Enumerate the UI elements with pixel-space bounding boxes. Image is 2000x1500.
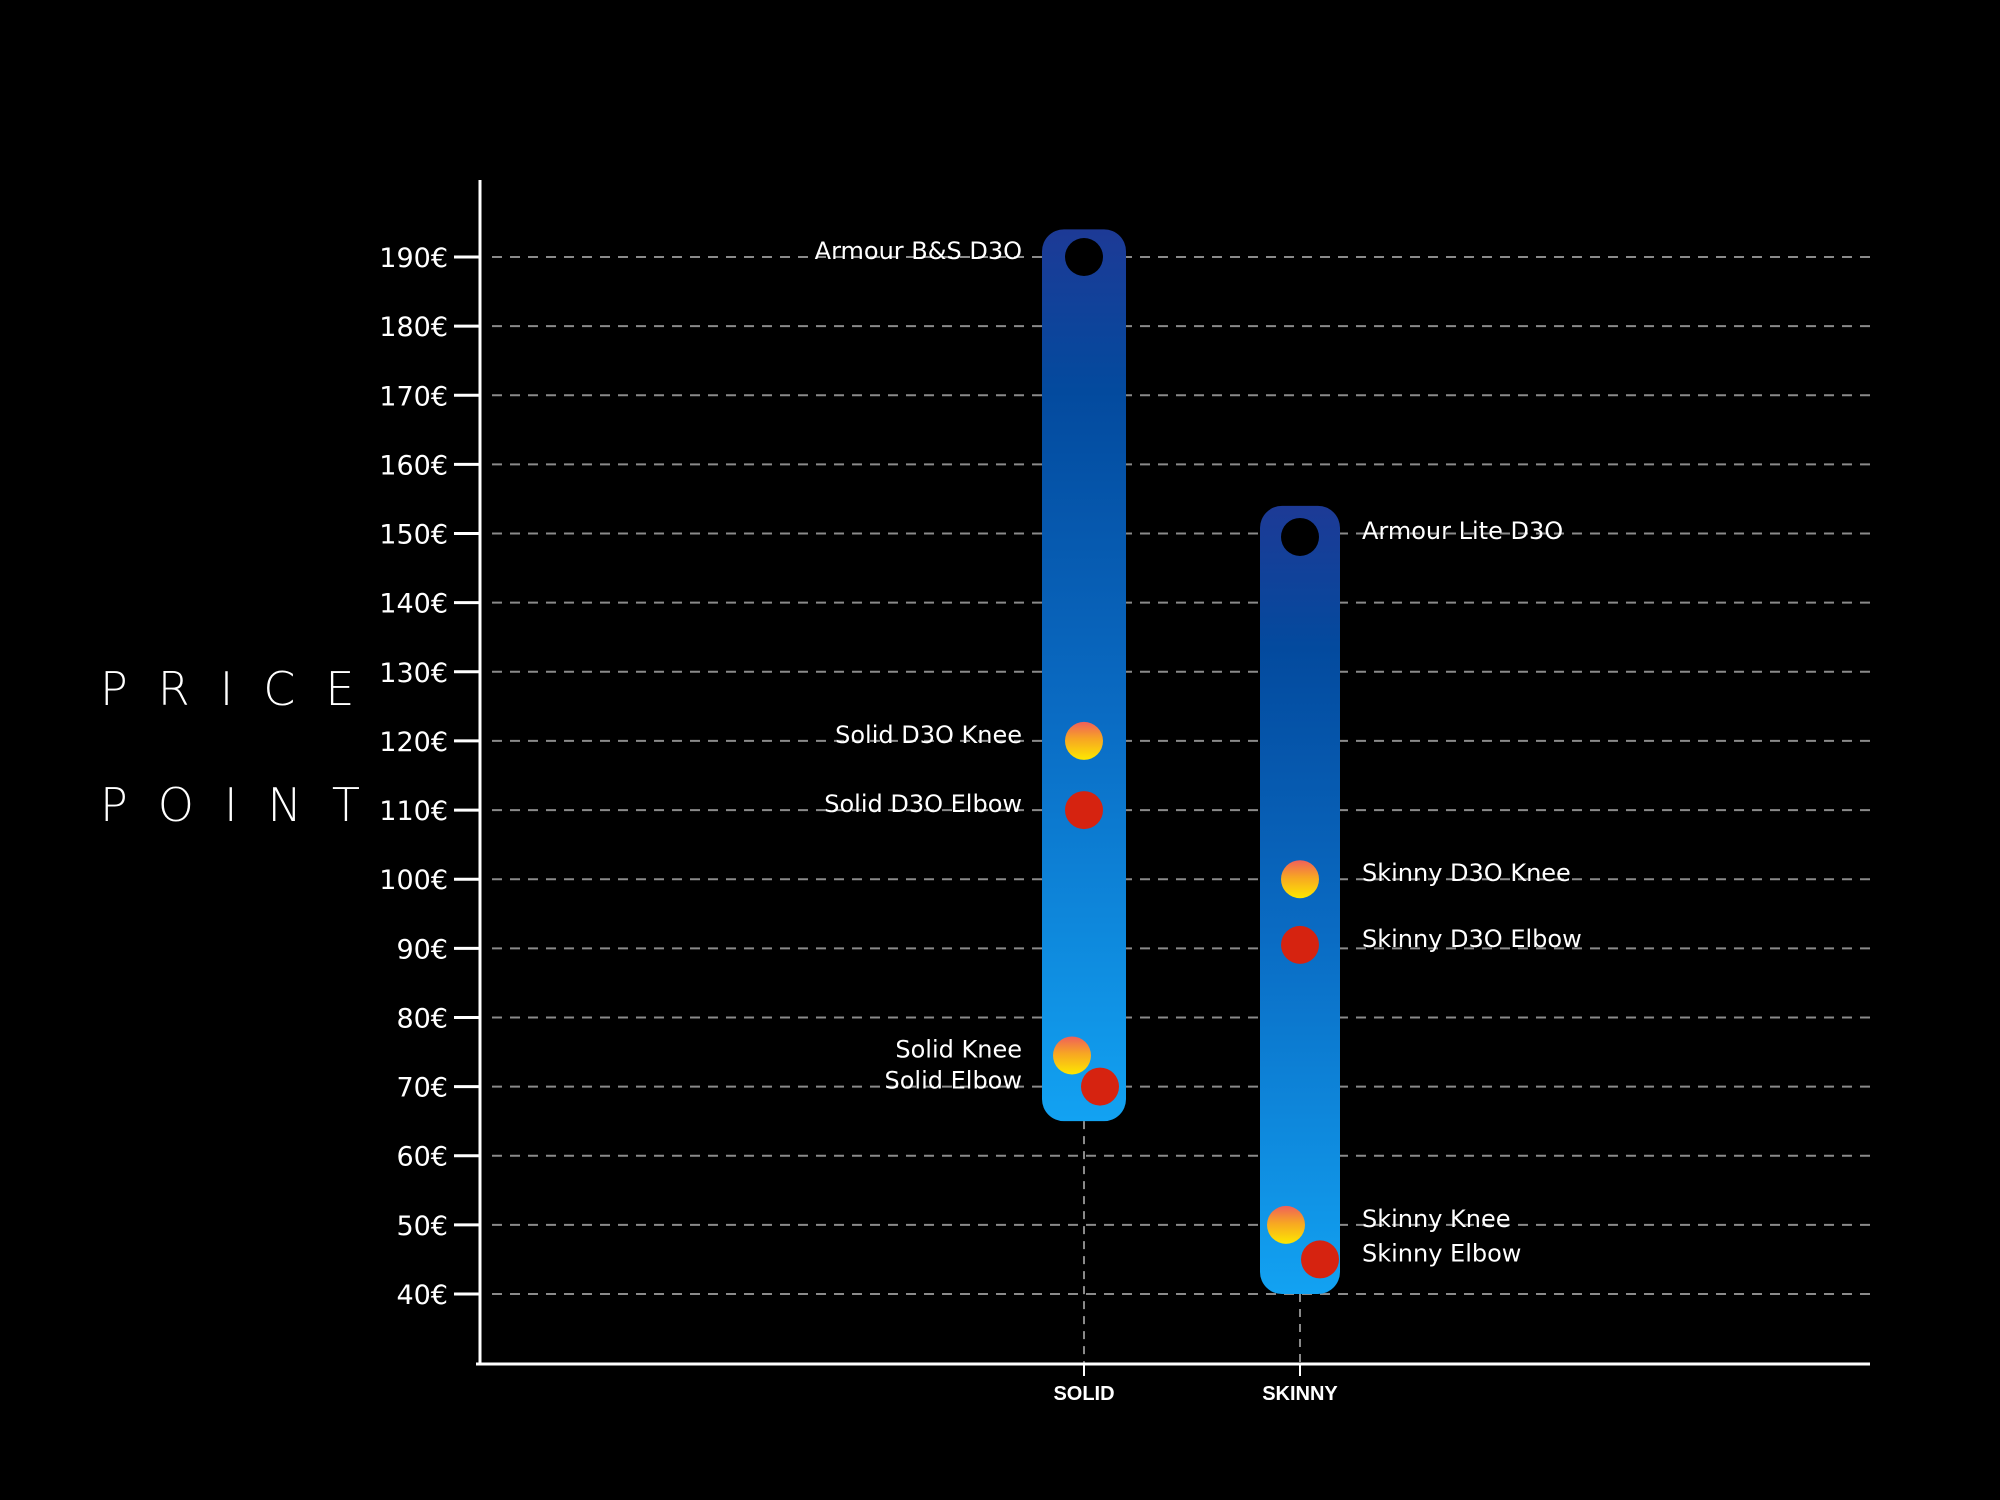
grid-layer (492, 256, 1870, 1295)
range-bar-layer (1042, 229, 1340, 1294)
y-tick-label-110: 110€ (379, 796, 448, 827)
point-solid-elbow (1081, 1067, 1119, 1106)
y-tick-label-140: 140€ (379, 589, 448, 620)
y-tick-label-190: 190€ (379, 243, 448, 274)
y-tick-label-50: 50€ (396, 1211, 448, 1242)
y-tick-label-100: 100€ (379, 865, 448, 896)
y-tick-label-170: 170€ (379, 381, 448, 412)
point-label-solid-knee: Solid Knee (895, 1035, 1022, 1063)
y-tick-label-150: 150€ (379, 520, 448, 551)
point-solid-d3o-elbow (1065, 791, 1103, 830)
point-label-skinny-elbow: Skinny Elbow (1362, 1239, 1521, 1267)
point-armour-lite-d3o (1281, 517, 1319, 556)
point-label-armour-lite-d3o: Armour Lite D3O (1362, 517, 1563, 545)
point-label-solid-elbow: Solid Elbow (885, 1067, 1023, 1095)
category-guide-layer (1083, 1121, 1301, 1364)
y-tick-label-180: 180€ (379, 312, 448, 343)
range-bar-solid (1042, 229, 1126, 1122)
point-skinny-elbow (1301, 1240, 1339, 1279)
x-category-label-skinny: SKINNY (1262, 1383, 1338, 1405)
y-tick-label-130: 130€ (379, 658, 448, 689)
point-label-skinny-d3o-elbow: Skinny D3O Elbow (1362, 925, 1582, 953)
y-tick-label-80: 80€ (396, 1003, 448, 1034)
point-label-skinny-knee: Skinny Knee (1362, 1205, 1511, 1233)
point-label-skinny-d3o-knee: Skinny D3O Knee (1362, 859, 1571, 887)
y-tick-label-60: 60€ (396, 1142, 448, 1173)
y-tick-label-160: 160€ (379, 450, 448, 481)
y-axis-label-line2: POINT (100, 778, 391, 832)
point-label-solid-d3o-knee: Solid D3O Knee (835, 721, 1022, 749)
point-label-armour-b-s-d3o: Armour B&S D3O (815, 237, 1022, 265)
y-tick-label-90: 90€ (396, 934, 448, 965)
y-tick-label-120: 120€ (379, 727, 448, 758)
y-tick-label-40: 40€ (396, 1280, 448, 1311)
point-skinny-d3o-knee (1281, 860, 1319, 899)
point-skinny-d3o-elbow (1281, 925, 1319, 964)
point-layer (1053, 238, 1339, 1279)
point-solid-knee (1053, 1036, 1091, 1075)
axis-layer: 190€ 180€ 170€ 160€ 150€ 140€ 130€ 120€ 110€ 100€… (379, 180, 1870, 1405)
point-label-solid-d3o-elbow: Solid D3O Elbow (824, 790, 1022, 818)
y-tick-label-70: 70€ (396, 1073, 448, 1104)
x-category-label-solid: SOLID (1053, 1383, 1114, 1405)
y-axis-label-line1: PRICE (100, 662, 385, 716)
label-layer: Armour B&S D3O Solid D3O Knee Solid D3O El… (815, 237, 1582, 1267)
point-skinny-knee (1267, 1205, 1305, 1244)
point-solid-d3o-knee (1065, 721, 1103, 760)
range-bar-skinny (1260, 505, 1340, 1294)
point-armour-b-s-d3o (1065, 238, 1103, 276)
